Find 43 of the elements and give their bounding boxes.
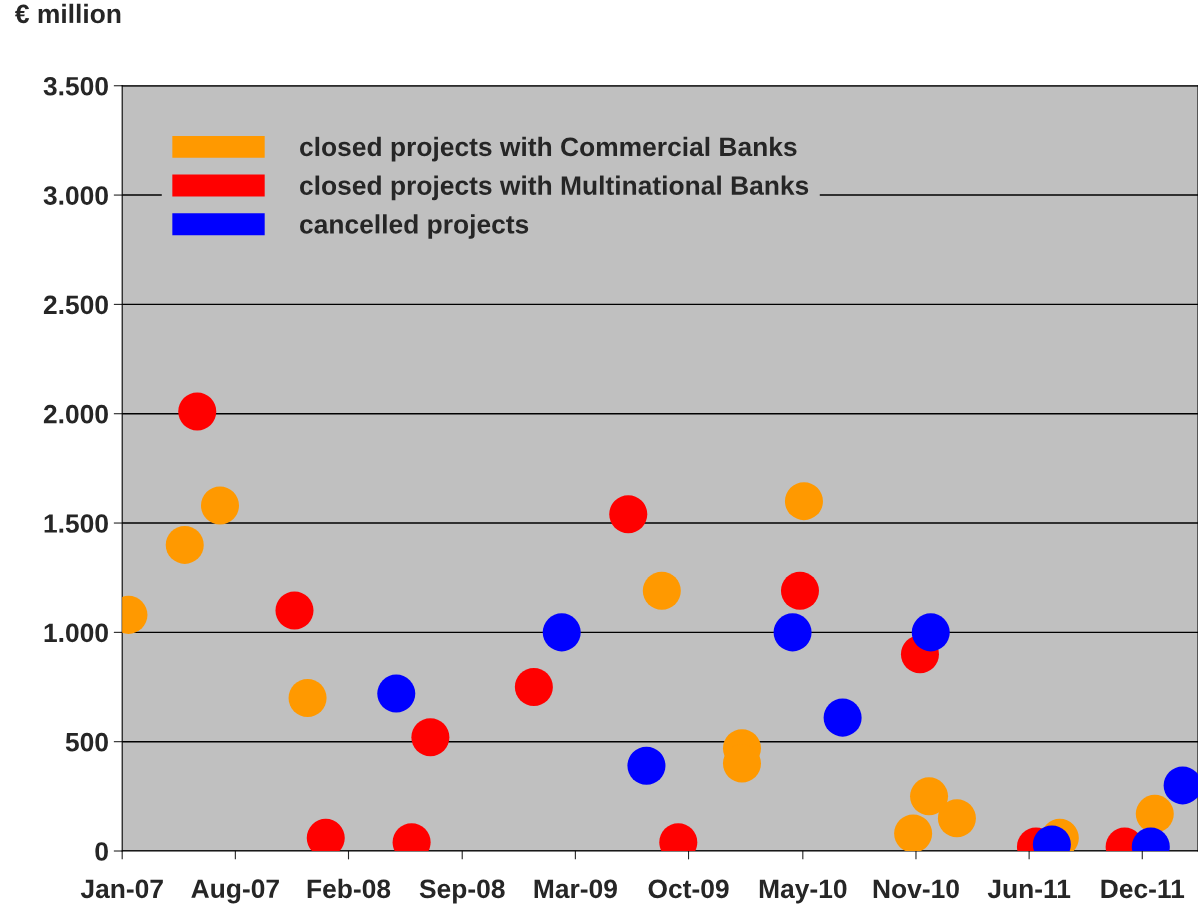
point (275, 591, 314, 630)
point (937, 799, 976, 838)
point (910, 777, 949, 816)
y-tick-label: 2.500 (43, 295, 108, 315)
point (165, 525, 204, 564)
point (773, 613, 812, 652)
legend-label: closed projects with Commercial Banks (300, 136, 797, 162)
x-tick-label: Mar-09 (534, 879, 617, 899)
point (514, 668, 553, 707)
x-tick-label: Jun-11 (987, 879, 1071, 899)
x-tick-label: Feb-08 (307, 878, 391, 899)
x-tick-label: Sep-08 (419, 879, 505, 904)
point (894, 814, 933, 852)
point (178, 392, 217, 431)
point (911, 613, 950, 652)
point (200, 486, 240, 525)
x-tick-label: Dec-11 (1101, 879, 1185, 899)
legend-label: closed projects with Multinational Banks (300, 175, 809, 201)
x-tick-label: Nov-10 (873, 879, 959, 899)
point (288, 678, 327, 717)
y-tick-label: 0 (95, 842, 108, 861)
x-tick-label: Jan-07 (80, 879, 163, 899)
point (411, 718, 450, 757)
x-tick-label: Oct-09 (648, 879, 729, 899)
y-axis-title: € million (15, 3, 121, 24)
point (377, 674, 416, 713)
point (609, 495, 648, 534)
point (780, 571, 819, 610)
y-tick-label: 1.500 (44, 514, 108, 533)
point (784, 482, 823, 521)
point (823, 698, 862, 737)
point (1135, 794, 1174, 833)
y-tick-label: 500 (65, 732, 108, 752)
y-tick-label: 3.500 (43, 76, 108, 96)
legend-label: cancelled projects (300, 214, 529, 239)
x-tick-label: May-10 (759, 879, 847, 904)
point (642, 571, 681, 610)
point (627, 746, 666, 785)
y-tick-label: 3.000 (43, 186, 108, 205)
y-tick-label: 2.000 (43, 404, 108, 424)
x-tick-label: Aug-07 (191, 879, 279, 904)
point (542, 613, 581, 652)
y-tick-label: 1.000 (44, 623, 108, 643)
